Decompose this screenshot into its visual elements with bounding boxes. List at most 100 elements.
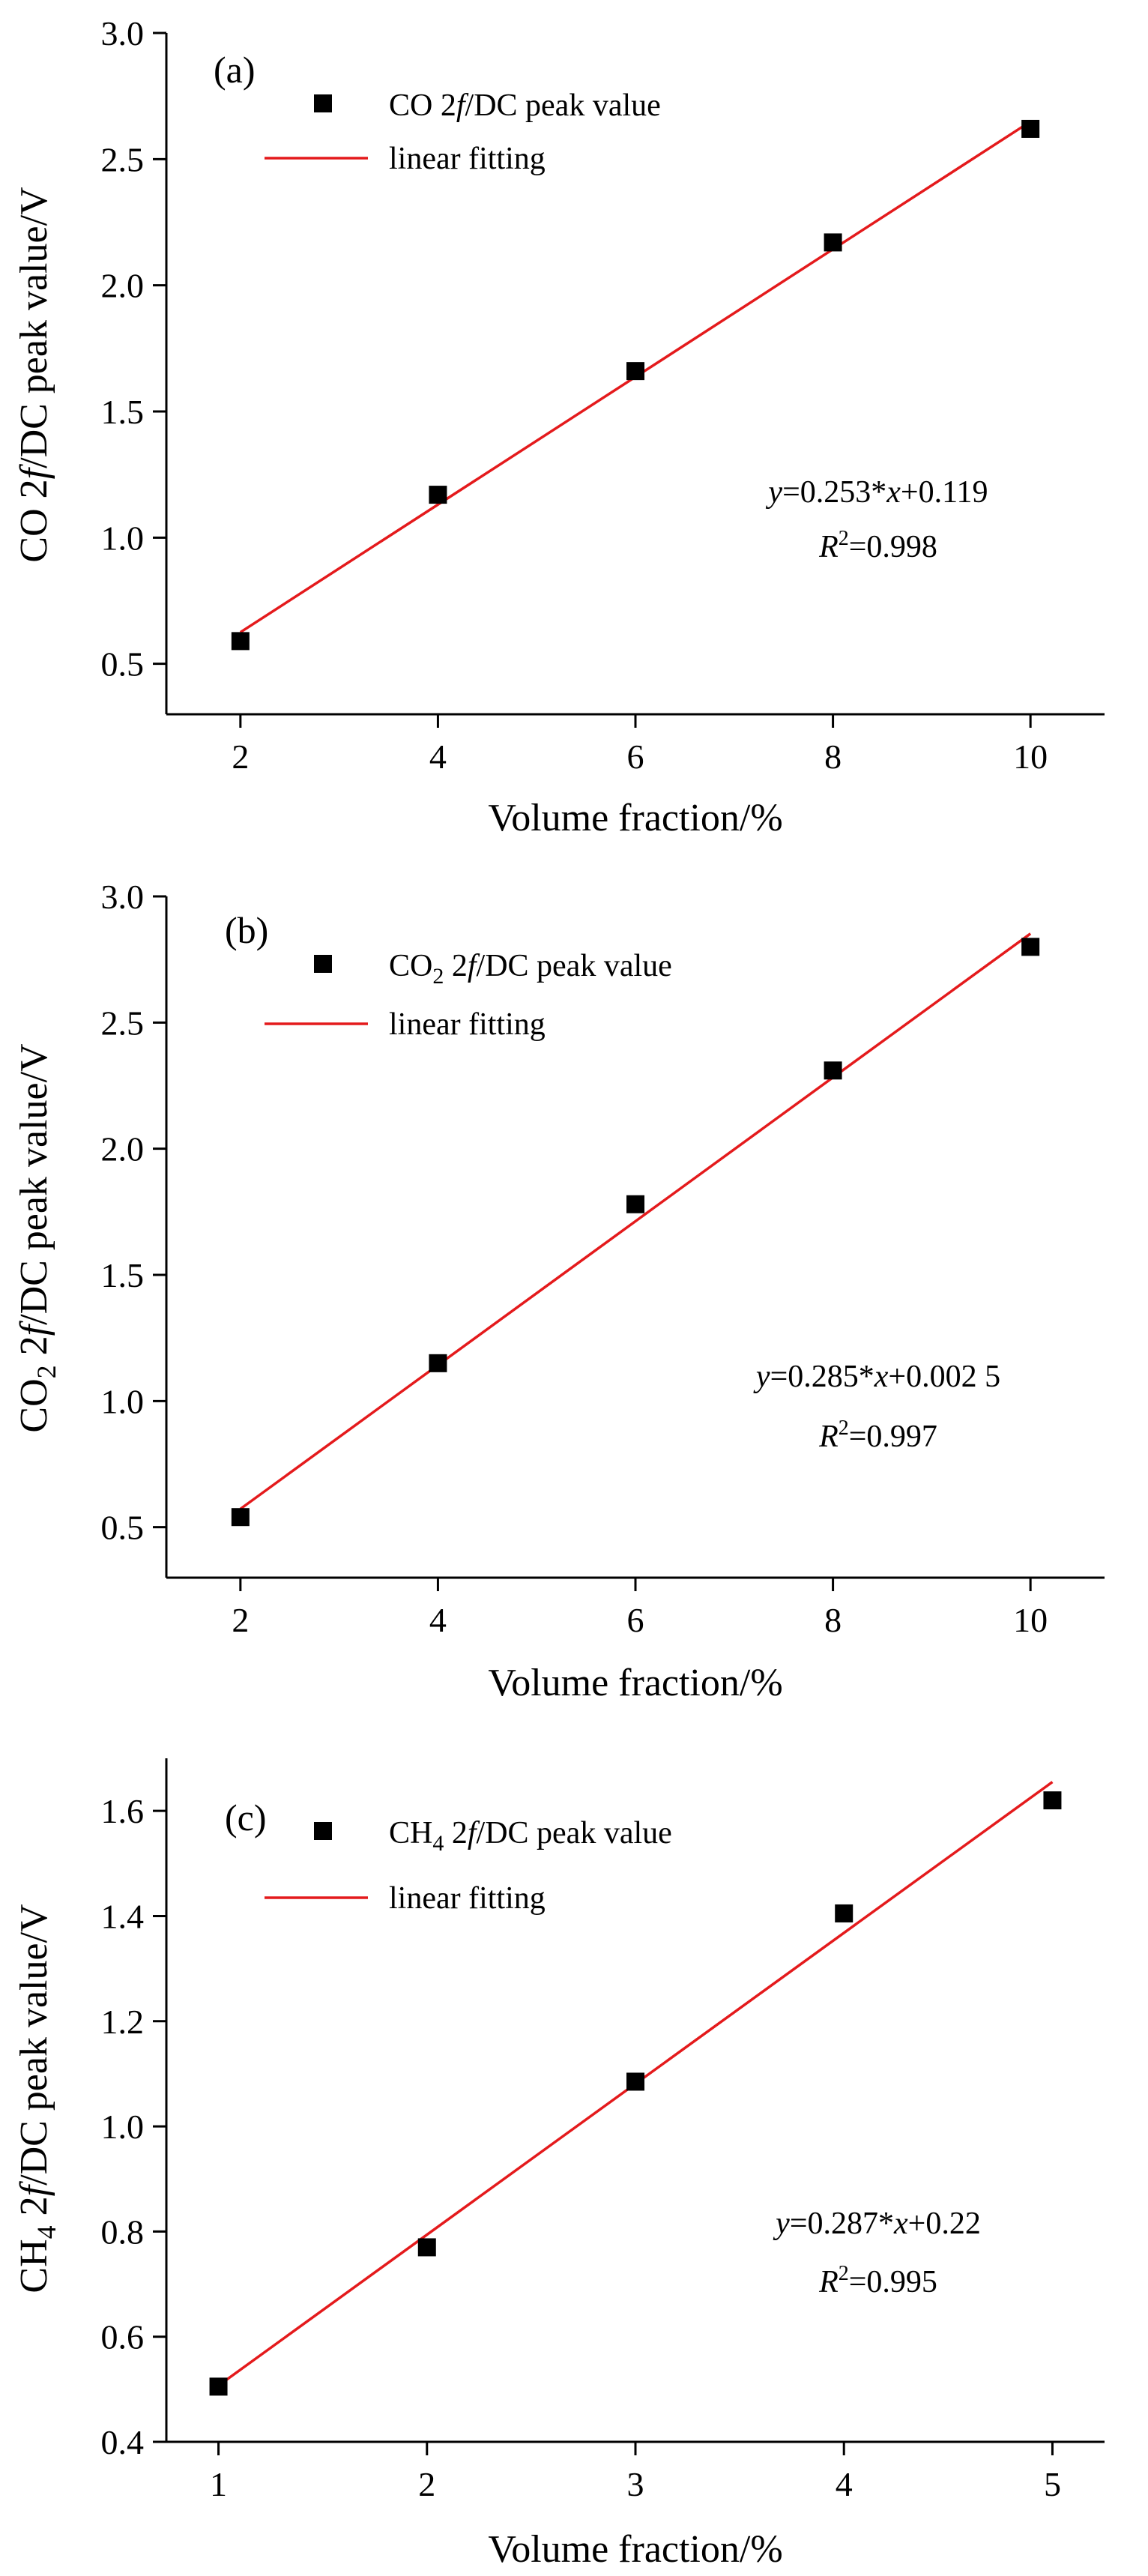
r-squared: R2=0.998 <box>818 527 937 564</box>
panel-label: (c) <box>225 1797 267 1839</box>
data-point <box>824 1061 842 1080</box>
data-point <box>429 486 447 504</box>
x-axis-title: Volume fraction/% <box>488 2528 782 2571</box>
y-tick-label: 1.5 <box>101 393 145 431</box>
data-point <box>231 632 250 651</box>
fit-equation-part: +0.002 5 <box>888 1360 1000 1394</box>
x-tick-label: 4 <box>429 737 447 776</box>
y-axis-title-part: CH <box>13 2239 55 2293</box>
y-axis-title-part: 2 <box>13 1336 55 1365</box>
legend-label-subscript: 2 <box>432 964 444 989</box>
legend-marker-points <box>314 1822 332 1840</box>
legend: CH4 2f/DC peak value linear fitting <box>265 1816 672 1916</box>
x-tick-label: 10 <box>1013 1601 1048 1639</box>
r-squared: R2=0.997 <box>818 1417 937 1454</box>
fit-equation-part: +0.22 <box>908 2207 981 2241</box>
legend: CO 2f/DC peak value linear fitting <box>265 88 661 176</box>
legend-label-part: /DC peak value <box>477 949 672 983</box>
r-squared-superscript: 2 <box>839 2262 849 2285</box>
y-tick-label: 1.6 <box>101 1792 145 1830</box>
legend-label-points: CO2 2f/DC peak value <box>389 949 672 989</box>
data-point <box>231 1508 250 1527</box>
legend-label-fit: linear fitting <box>389 1007 546 1042</box>
fit-equation-part: x <box>886 475 901 510</box>
legend-label-subscript: 4 <box>432 1831 444 1856</box>
data-point <box>1043 1791 1062 1810</box>
data-point <box>1021 938 1040 956</box>
y-tick-label: 0.5 <box>101 1509 145 1547</box>
fit-equation-part: y <box>773 2207 790 2241</box>
fit-equation-part: =0.253* <box>782 475 886 510</box>
y-tick-label: 1.4 <box>101 1897 145 1935</box>
r-squared-part: R <box>818 1420 839 1454</box>
data-point <box>1021 119 1040 138</box>
y-tick-label: 0.4 <box>101 2423 145 2461</box>
y-tick-label: 3.0 <box>101 878 145 916</box>
legend-label-fit: linear fitting <box>389 142 546 176</box>
r-squared-part: =0.998 <box>849 530 937 564</box>
y-tick-label: 2.5 <box>101 140 145 178</box>
fit-equation: y=0.253*x+0.119 <box>765 475 988 510</box>
y-axis-title: CO 2f/DC peak value/V <box>13 187 55 562</box>
x-tick-label: 6 <box>627 1601 644 1639</box>
chart-panel-1: 0.5 1.0 1.5 2.0 2.5 3.0 2 4 6 8 10 Volume fraction/… <box>13 14 1105 839</box>
x-axis-title: Volume fraction/% <box>488 797 782 839</box>
fit-equation: y=0.285*x+0.002 5 <box>753 1360 1000 1394</box>
chart-panel-3: 0.4 0.6 0.8 1.0 1.2 1.4 1.6 1 2 3 4 5 Volume fractio… <box>13 1758 1105 2571</box>
fit-equation-part: +0.119 <box>901 475 988 510</box>
r-squared: R2=0.995 <box>818 2262 937 2299</box>
legend-label-points: CO 2f/DC peak value <box>389 88 661 123</box>
data-point <box>209 2377 228 2396</box>
y-tick-label: 2.0 <box>101 1130 145 1168</box>
y-tick-label: 1.2 <box>101 2003 145 2041</box>
y-axis-title-part: /DC peak value/V <box>13 187 55 468</box>
legend-marker-points <box>314 955 332 973</box>
legend-label-part: CO 2 <box>389 88 456 123</box>
r-squared-superscript: 2 <box>839 1417 849 1440</box>
y-axis-title-part: CO <box>13 1378 55 1432</box>
y-axis-title: CH4 2f/DC peak value/V <box>13 1904 61 2293</box>
data-point <box>824 233 842 252</box>
legend-label-part: CH <box>389 1816 432 1850</box>
x-tick-label: 10 <box>1013 737 1048 776</box>
legend-label-part: 2 <box>444 949 468 983</box>
legend-marker-points <box>314 94 332 112</box>
panel-label: (a) <box>214 49 256 91</box>
data-point <box>626 1195 644 1213</box>
r-squared-part: =0.995 <box>849 2265 937 2299</box>
data-point <box>429 1354 447 1372</box>
x-tick-label: 8 <box>824 737 842 776</box>
legend-label-points: CH4 2f/DC peak value <box>389 1816 672 1856</box>
panel-label: (b) <box>225 909 268 951</box>
x-tick-label: 6 <box>627 737 644 776</box>
legend: CO2 2f/DC peak value linear fitting <box>265 949 672 1042</box>
y-axis-title-part: /DC peak value/V <box>13 1043 55 1324</box>
linear-fit-line <box>239 932 1032 1510</box>
y-tick-label: 1.0 <box>101 519 145 557</box>
legend-label-part: 2 <box>444 1816 468 1850</box>
x-tick-label: 8 <box>824 1601 842 1639</box>
y-tick-label: 0.6 <box>101 2318 145 2356</box>
y-tick-label: 3.0 <box>101 14 145 52</box>
r-squared-part: R <box>818 530 839 564</box>
y-tick-label: 1.0 <box>101 2108 145 2146</box>
x-tick-label: 2 <box>418 2465 435 2503</box>
y-axis-title-part: 2 <box>13 2196 55 2225</box>
x-tick-label: 3 <box>627 2465 644 2503</box>
y-axis-title-subscript: 2 <box>31 1365 61 1378</box>
legend-label-part: /DC peak value <box>477 1816 672 1850</box>
legend-label-part: CO <box>389 949 432 983</box>
y-tick-label: 0.8 <box>101 2212 145 2251</box>
r-squared-part: =0.997 <box>849 1420 937 1454</box>
fit-equation-part: =0.285* <box>770 1360 874 1394</box>
fit-equation: y=0.287*x+0.22 <box>773 2207 981 2241</box>
y-axis-title-part: /DC peak value/V <box>13 1904 55 2185</box>
y-axis-title: CO2 2f/DC peak value/V <box>13 1043 61 1432</box>
r-squared-part: R <box>818 2265 839 2299</box>
x-tick-label: 4 <box>836 2465 853 2503</box>
data-point <box>626 362 644 381</box>
fit-equation-part: y <box>753 1360 770 1394</box>
x-tick-label: 5 <box>1044 2465 1061 2503</box>
